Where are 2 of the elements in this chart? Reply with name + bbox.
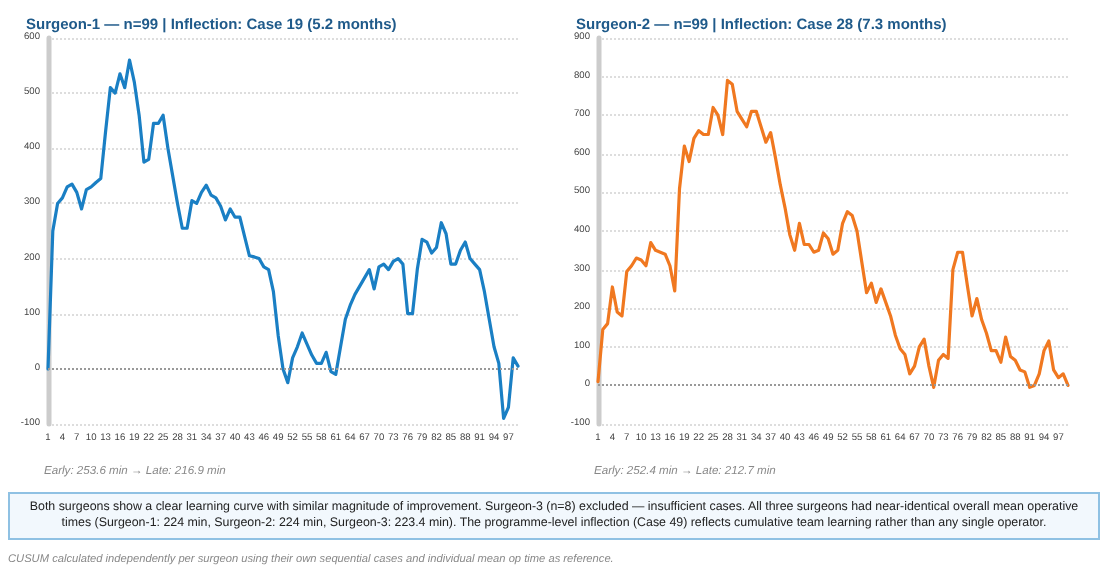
line-series [46,58,520,421]
line-series [596,78,1070,389]
